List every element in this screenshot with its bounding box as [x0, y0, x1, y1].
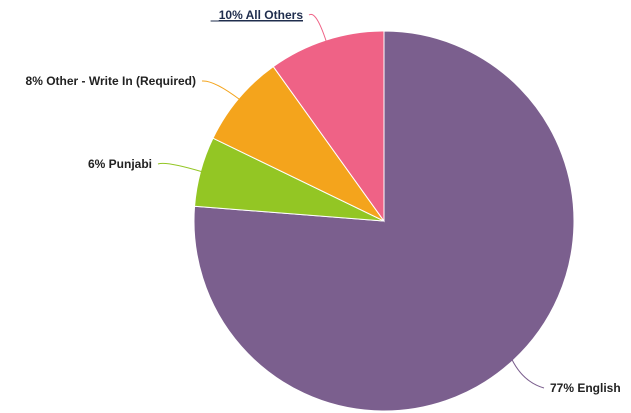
leader-line-4	[308, 13, 327, 43]
leader-line-3	[201, 80, 241, 101]
slice-label-4[interactable]: 10% All Others	[219, 8, 304, 22]
leader-line-1	[511, 358, 545, 389]
slice-label-2: 6% Punjabi	[88, 157, 152, 171]
slice-label-3: 8% Other - Write In (Required)	[26, 74, 196, 88]
leaders-layer	[157, 13, 545, 389]
slices-layer	[193, 30, 575, 412]
leader-line-2	[157, 162, 203, 173]
slice-label-1: 77% English	[550, 381, 621, 395]
labels-layer: 77% English 6% Punjabi 8% Other - Write In…	[26, 8, 621, 395]
